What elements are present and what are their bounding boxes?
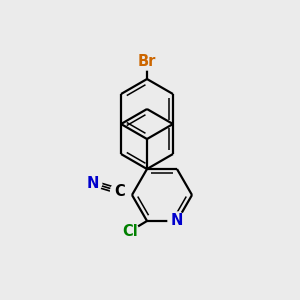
Circle shape bbox=[110, 182, 128, 200]
Circle shape bbox=[138, 52, 156, 70]
Text: N: N bbox=[171, 214, 183, 229]
Circle shape bbox=[84, 174, 102, 192]
Circle shape bbox=[168, 212, 186, 230]
Text: Br: Br bbox=[138, 53, 156, 68]
Text: N: N bbox=[86, 176, 99, 191]
Text: C: C bbox=[114, 184, 125, 199]
Text: Cl: Cl bbox=[122, 224, 138, 239]
Circle shape bbox=[121, 222, 139, 240]
